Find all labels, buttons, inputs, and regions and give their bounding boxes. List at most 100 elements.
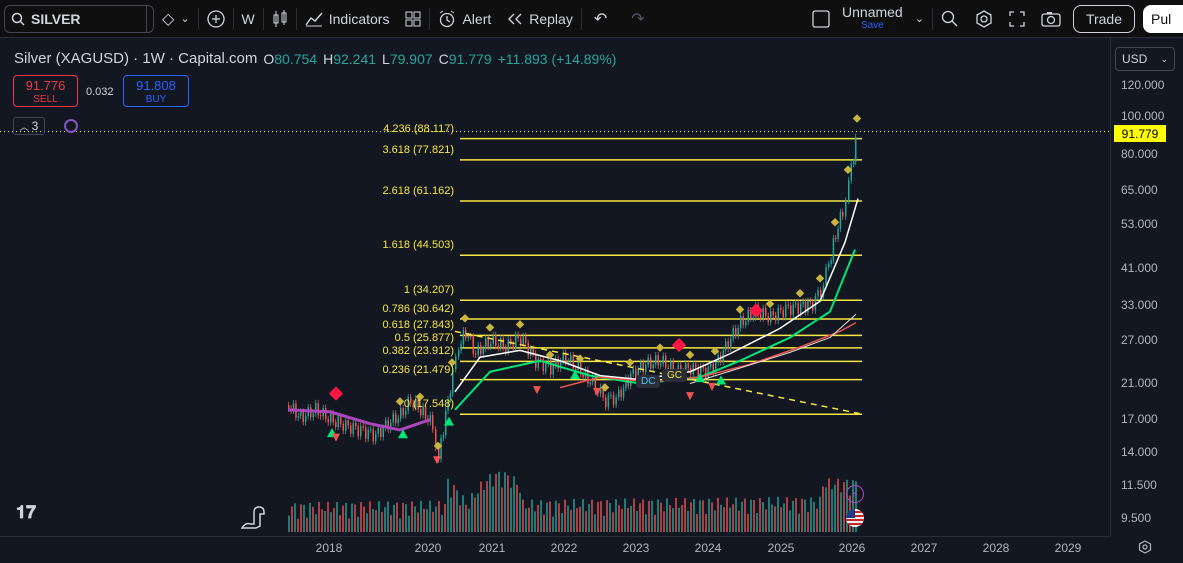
volume-bar: [582, 499, 584, 532]
price-tick-label: 21.000: [1121, 375, 1158, 390]
indicators-icon: [305, 11, 323, 27]
candle-body: [497, 345, 499, 349]
volume-bar: [591, 499, 593, 532]
tradingview-logo[interactable]: 𝟏𝟕: [16, 502, 37, 522]
fib-level-label: 3.618 (77.821): [382, 143, 454, 156]
volume-bar: [477, 493, 479, 532]
undo-button[interactable]: ↶: [582, 0, 619, 38]
candle-body: [480, 345, 482, 355]
interval-button[interactable]: W: [234, 0, 263, 38]
candle-body: [660, 363, 662, 366]
layouts-button[interactable]: [397, 0, 429, 38]
candle-body: [305, 415, 307, 423]
buy-signal-triangle: [716, 375, 726, 385]
candle-body: [312, 413, 314, 418]
open-key: O: [263, 50, 275, 67]
down-signal-triangle: [593, 387, 601, 396]
candle-body: [642, 362, 644, 373]
price-tick-label: 65.000: [1121, 182, 1158, 197]
high-value: 92.241: [333, 50, 377, 67]
volume-bar: [405, 504, 407, 532]
volume-bar: [768, 497, 770, 532]
candle-body: [335, 422, 337, 427]
indicators-button[interactable]: Indicators: [297, 0, 398, 38]
candle-body: [367, 429, 369, 439]
volume-bar: [564, 499, 566, 532]
candle-body: [705, 368, 707, 379]
time-scale[interactable]: [0, 536, 1110, 563]
volume-bar: [327, 501, 329, 532]
layout-menu[interactable]: Unnamed Save ⌄: [804, 0, 932, 38]
candle-body: [797, 303, 799, 314]
volume-bar: [546, 502, 548, 532]
candle-body: [565, 352, 567, 363]
currency-select[interactable]: USD ⌄: [1115, 47, 1175, 71]
snapshot-button[interactable]: [1033, 0, 1069, 38]
candle-body: [352, 423, 354, 434]
signal-diamond-small: [515, 320, 525, 329]
redo-button[interactable]: ↷: [619, 0, 656, 38]
indicators-toggle[interactable]: ︿ 3: [13, 117, 45, 135]
volume-bar: [855, 481, 857, 532]
volume-bar: [708, 498, 710, 532]
compare-button[interactable]: [199, 0, 233, 38]
volume-bar: [390, 515, 392, 532]
candle-body: [500, 338, 502, 349]
settings-button[interactable]: [967, 0, 1001, 38]
volume-bar: [801, 498, 803, 532]
fib-level-label: 1 (34.207): [403, 284, 454, 297]
us-flag-icon[interactable]: [846, 509, 864, 527]
candle-body: [775, 315, 777, 321]
chevron-down-icon: ⌄: [180, 13, 190, 25]
trade-button[interactable]: Trade: [1072, 4, 1135, 33]
dino-icon[interactable]: [240, 504, 268, 530]
volume-bar: [348, 518, 350, 532]
replay-button[interactable]: Replay: [499, 0, 581, 38]
volume-bar: [684, 498, 686, 532]
volume-bar: [693, 498, 695, 532]
volume-bar: [786, 497, 788, 532]
candle-body: [492, 334, 494, 344]
volume-bar: [696, 514, 698, 532]
alert-button[interactable]: Alert: [430, 0, 499, 38]
volume-bar: [426, 509, 428, 532]
signal-diamond-small: [575, 354, 585, 363]
sell-button[interactable]: 91.776 SELL: [13, 75, 78, 107]
buy-button[interactable]: 91.808 BUY: [123, 75, 189, 107]
scale-settings-icon[interactable]: [1138, 540, 1152, 557]
symbol-details-button[interactable]: ◇ ⌄: [154, 0, 198, 38]
fib-level-label: 1.618 (44.503): [382, 239, 454, 252]
candle-body: [440, 437, 442, 460]
candle-body: [507, 339, 509, 353]
candle-body: [337, 416, 339, 427]
candle-body: [814, 296, 817, 311]
fib-level-label: 0.786 (30.642): [382, 303, 454, 315]
chart-type-button[interactable]: [264, 0, 296, 38]
indicator-status-icon[interactable]: [64, 119, 78, 133]
symbol-search[interactable]: SILVER: [4, 4, 154, 33]
chart-canvas[interactable]: [0, 38, 1110, 536]
lightning-icon[interactable]: ⚡: [846, 485, 864, 503]
open-value: 80.754: [274, 50, 318, 67]
candle-body: [602, 387, 604, 398]
volume-bar: [771, 504, 773, 532]
volume-bar: [387, 501, 389, 532]
candle-body: [520, 338, 522, 344]
volume-bar: [414, 506, 416, 532]
volume-bar: [396, 502, 398, 532]
volume-bar: [672, 508, 674, 532]
volume-bar: [621, 508, 623, 532]
candle-body: [400, 408, 402, 419]
price-scale[interactable]: [1110, 38, 1183, 536]
low-key: L: [382, 50, 390, 67]
candle-body: [472, 336, 474, 354]
volume-bar: [288, 515, 290, 532]
quick-search-button[interactable]: [933, 0, 967, 38]
publish-button[interactable]: Pul: [1143, 4, 1183, 33]
fullscreen-button[interactable]: [1001, 0, 1033, 38]
volume-bar: [501, 487, 503, 532]
candle-body: [715, 362, 717, 374]
candles-icon: [272, 9, 288, 28]
volume-bar: [831, 489, 833, 532]
volume-bar: [723, 507, 725, 532]
